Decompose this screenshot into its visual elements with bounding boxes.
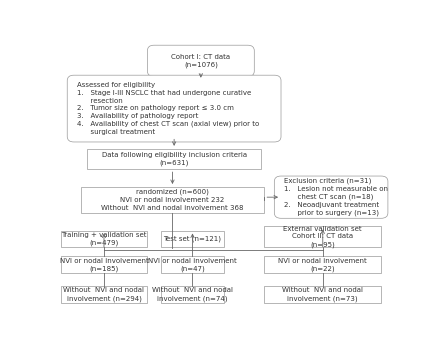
FancyBboxPatch shape [160, 256, 224, 273]
Text: Assessed for eligibility
1.   Stage I-III NSCLC that had undergone curative
    : Assessed for eligibility 1. Stage I-III … [77, 82, 259, 135]
FancyBboxPatch shape [80, 187, 264, 213]
Text: Data following eligibility inclusion criteria
(n=631): Data following eligibility inclusion cri… [101, 152, 246, 166]
FancyBboxPatch shape [60, 230, 147, 247]
FancyBboxPatch shape [87, 149, 261, 169]
Text: Without  NVI and nodal
involvement (n=74): Without NVI and nodal involvement (n=74) [152, 287, 233, 302]
FancyBboxPatch shape [274, 176, 387, 218]
Text: Training + validation set
(n=479): Training + validation set (n=479) [61, 232, 146, 246]
FancyBboxPatch shape [147, 45, 254, 76]
Text: External validation set
Cohort II: CT data
(n=95): External validation set Cohort II: CT da… [283, 226, 361, 248]
FancyBboxPatch shape [67, 75, 280, 142]
Text: NVI or nodal involvement
(n=22): NVI or nodal involvement (n=22) [278, 257, 366, 272]
FancyBboxPatch shape [264, 256, 381, 273]
FancyBboxPatch shape [160, 286, 224, 303]
Text: Exclusion criteria (n=31)
1.   Lesion not measurable on
      chest CT scan (n=1: Exclusion criteria (n=31) 1. Lesion not … [284, 178, 387, 216]
Text: Cohort I: CT data
(n=1076): Cohort I: CT data (n=1076) [171, 54, 230, 68]
Text: randomized (n=600)
NVI or nodal involvement 232
Without  NVI and nodal involveme: randomized (n=600) NVI or nodal involvem… [101, 189, 243, 211]
Text: Test set (n=121): Test set (n=121) [163, 235, 221, 242]
Text: NVI or nodal involvement
(n=185): NVI or nodal involvement (n=185) [59, 257, 148, 272]
FancyBboxPatch shape [160, 230, 224, 247]
FancyBboxPatch shape [264, 286, 381, 303]
Text: NVI or nodal involvement
(n=47): NVI or nodal involvement (n=47) [148, 257, 236, 272]
Text: Without  NVI and nodal
involvement (n=73): Without NVI and nodal involvement (n=73) [282, 287, 362, 302]
FancyBboxPatch shape [60, 286, 147, 303]
FancyBboxPatch shape [264, 227, 381, 247]
Text: Without  NVI and nodal
involvement (n=294): Without NVI and nodal involvement (n=294… [63, 287, 144, 302]
FancyBboxPatch shape [60, 256, 147, 273]
